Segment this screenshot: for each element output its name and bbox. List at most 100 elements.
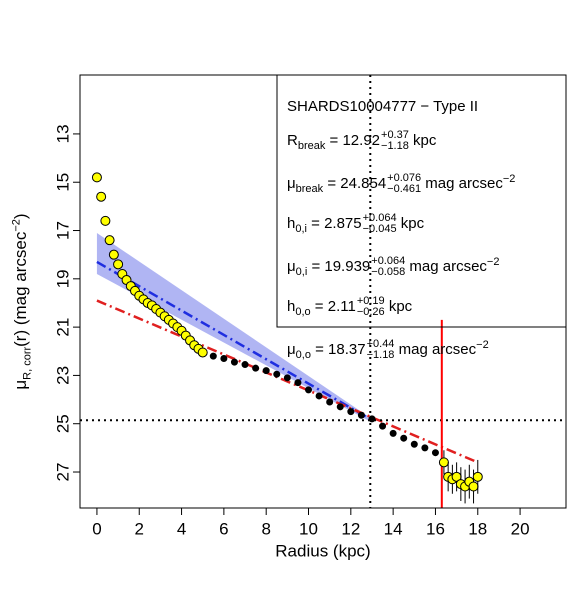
x-tick-label: 18 bbox=[468, 519, 487, 538]
x-tick-label: 10 bbox=[299, 519, 318, 538]
info-text: +0.064 −0.045 bbox=[362, 211, 397, 235]
data-point bbox=[113, 259, 124, 270]
info-text: +0.19 −0.26 bbox=[356, 294, 385, 318]
data-point bbox=[400, 434, 408, 442]
data-point bbox=[336, 403, 344, 411]
info-text: −2 bbox=[502, 173, 516, 185]
plus-error: +0.064 bbox=[362, 211, 397, 224]
data-point bbox=[273, 370, 281, 378]
data-point bbox=[262, 367, 270, 375]
y-label-part: ) bbox=[11, 213, 31, 220]
data-point bbox=[421, 444, 429, 452]
plus-error: +0.44 bbox=[366, 338, 395, 351]
data-point bbox=[230, 358, 238, 366]
data-point bbox=[104, 235, 115, 246]
fit-line bbox=[96, 299, 479, 464]
x-tick-label: 20 bbox=[511, 519, 530, 538]
info-line: μ0,o = 18.37 +0.44 −1.18 mag arcsec−2 bbox=[287, 329, 515, 373]
y-tick-label: 27 bbox=[53, 463, 72, 482]
data-point bbox=[283, 374, 291, 382]
data-point bbox=[389, 429, 397, 437]
info-line: Rbreak = 12.92 +0.37 −1.18 kpc bbox=[287, 124, 515, 164]
info-text: mag arcsec bbox=[421, 175, 503, 192]
info-text: μ bbox=[287, 258, 296, 275]
plus-error: +0.19 bbox=[356, 294, 385, 307]
data-point bbox=[252, 364, 260, 372]
x-tick-label: 2 bbox=[135, 519, 144, 538]
data-point bbox=[100, 215, 111, 226]
y-axis-label: μR, corr(r) (mag arcsec−2) bbox=[10, 142, 33, 462]
minus-error: −1.18 bbox=[381, 139, 409, 152]
info-text: +0.44 −1.18 bbox=[367, 339, 395, 361]
y-tick-label: 17 bbox=[53, 221, 72, 240]
y-label-part: −2 bbox=[10, 219, 23, 232]
data-point bbox=[294, 379, 302, 387]
data-point bbox=[96, 191, 107, 202]
info-text: 0,i bbox=[295, 222, 307, 235]
info-line: h0,i = 2.875 +0.064 −0.045 kpc bbox=[287, 207, 515, 247]
data-point bbox=[379, 422, 387, 430]
info-text: mag arcsec bbox=[405, 258, 487, 275]
info-text: = 24.854 bbox=[323, 175, 387, 192]
data-point bbox=[438, 457, 449, 468]
data-point bbox=[91, 172, 102, 183]
info-text: +0.37 −1.18 bbox=[381, 128, 409, 152]
info-text: mag arcsec bbox=[394, 341, 477, 358]
info-text: = 2.875 bbox=[306, 214, 362, 232]
minus-error: −0.058 bbox=[371, 266, 406, 279]
uncertainty-band bbox=[96, 232, 372, 423]
x-tick-label: 4 bbox=[177, 519, 186, 538]
info-text: = 18.37 bbox=[310, 341, 366, 358]
data-point bbox=[326, 398, 334, 406]
info-text: −2 bbox=[476, 339, 489, 351]
y-label-part: (r) (mag arcsec bbox=[11, 231, 31, 347]
info-text: = 19.939 bbox=[307, 258, 371, 275]
data-point bbox=[431, 449, 439, 457]
info-text: kpc bbox=[408, 131, 437, 149]
data-point bbox=[410, 440, 418, 448]
info-text: = 2.11 bbox=[310, 297, 356, 315]
y-tick-label: 23 bbox=[53, 366, 72, 385]
info-line: h0,o = 2.11 +0.19 −0.26 kpc bbox=[287, 290, 515, 330]
y-label-part: R, corr bbox=[21, 346, 34, 380]
info-line: SHARDS10004777 − Type II bbox=[287, 90, 515, 124]
info-text: = 12.92 bbox=[325, 131, 381, 149]
minus-error: −0.461 bbox=[387, 183, 422, 196]
info-text: h bbox=[287, 297, 296, 315]
x-tick-label: 16 bbox=[426, 519, 445, 538]
info-text: 0,i bbox=[295, 266, 308, 278]
x-tick-label: 6 bbox=[219, 519, 228, 538]
info-text: break bbox=[297, 139, 326, 152]
data-point bbox=[305, 386, 313, 394]
data-point bbox=[209, 352, 217, 360]
info-text: 0,o bbox=[295, 305, 311, 318]
data-point bbox=[472, 471, 483, 482]
y-tick-label: 25 bbox=[53, 414, 72, 433]
x-axis-label: Radius (kpc) bbox=[275, 541, 370, 560]
plus-error: +0.37 bbox=[381, 128, 409, 141]
minus-error: −1.18 bbox=[366, 349, 395, 362]
data-point bbox=[347, 408, 355, 416]
plus-error: +0.076 bbox=[387, 172, 422, 185]
plus-error: +0.064 bbox=[371, 255, 406, 268]
data-point bbox=[315, 392, 323, 400]
info-text: kpc bbox=[396, 214, 425, 232]
info-frame bbox=[276, 74, 567, 328]
info-text: h bbox=[287, 214, 296, 232]
fit-line bbox=[96, 260, 373, 422]
info-line: μbreak = 24.854 +0.076 −0.461 mag arcsec−2 bbox=[287, 163, 515, 207]
x-tick-label: 12 bbox=[341, 519, 360, 538]
info-text: μ bbox=[287, 175, 296, 192]
y-tick-label: 19 bbox=[53, 269, 72, 288]
data-point bbox=[357, 411, 365, 419]
y-tick-label: 13 bbox=[53, 124, 72, 143]
info-text: 0,o bbox=[295, 349, 311, 361]
data-point bbox=[468, 481, 479, 492]
data-point bbox=[197, 347, 208, 358]
info-text: +0.076 −0.461 bbox=[387, 173, 421, 195]
x-tick-label: 0 bbox=[92, 519, 101, 538]
y-label-part: μ bbox=[11, 379, 31, 390]
x-tick-label: 14 bbox=[384, 519, 403, 538]
